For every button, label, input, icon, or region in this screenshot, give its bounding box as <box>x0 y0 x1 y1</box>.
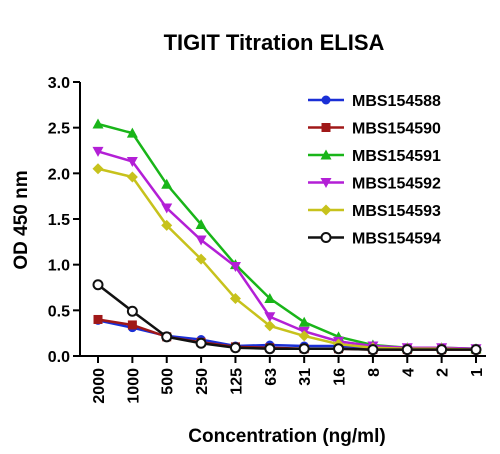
y-axis-label: OD 450 nm <box>11 170 32 269</box>
data-point <box>470 344 482 356</box>
legend-label: MBS154592 <box>352 176 441 193</box>
data-point <box>436 344 448 356</box>
legend-label: MBS154591 <box>352 148 441 165</box>
legend-item-MBS154590: MBS154590 <box>308 121 441 138</box>
data-point <box>93 314 103 324</box>
legend-item-MBS154592: MBS154592 <box>308 176 441 193</box>
y-tick-label: 2.0 <box>48 166 70 183</box>
data-point <box>229 342 241 354</box>
series-layer <box>92 118 482 356</box>
legend-item-MBS154593: MBS154593 <box>308 203 441 220</box>
legend-item-MBS154594: MBS154594 <box>308 231 441 248</box>
x-tick-label: 4 <box>400 368 417 377</box>
data-point <box>92 279 104 291</box>
axes <box>73 81 486 363</box>
data-point <box>298 343 310 355</box>
data-point <box>298 316 310 327</box>
x-tick-label: 31 <box>297 368 314 386</box>
x-tick-label: 2 <box>435 368 452 377</box>
data-point <box>127 320 137 330</box>
x-tick-label: 500 <box>160 368 177 395</box>
legend-marker <box>321 123 331 132</box>
x-tick-label: 2000 <box>91 368 108 404</box>
legend: MBS154588 MBS154590 MBS154591 MBS154592 MBS1… <box>308 93 441 248</box>
data-point <box>92 146 104 157</box>
y-tick-label: 1.0 <box>48 258 70 275</box>
data-point <box>298 330 310 342</box>
data-point <box>161 219 173 231</box>
data-point <box>401 344 413 356</box>
tick-labels: 0.0 0.5 1.0 1.5 2.0 2.5 3.0 2000 1000 500 250 125 63… <box>48 75 486 404</box>
legend-item-MBS154588: MBS154588 <box>308 93 441 110</box>
y-tick-label: 2.5 <box>48 121 70 138</box>
data-point <box>195 337 207 349</box>
x-tick-label: 125 <box>228 368 245 395</box>
data-point <box>92 118 104 129</box>
x-tick-label: 250 <box>194 368 211 395</box>
data-point <box>92 163 104 175</box>
legend-marker <box>320 232 332 243</box>
legend-label: MBS154590 <box>352 121 441 138</box>
legend-label: MBS154588 <box>352 93 441 110</box>
data-point <box>195 218 207 229</box>
data-point <box>195 253 207 265</box>
data-point <box>126 127 138 138</box>
y-tick-label: 0.0 <box>48 349 70 366</box>
series-line <box>97 283 476 351</box>
data-point <box>229 261 241 272</box>
series-MBS154594 <box>92 279 482 356</box>
y-tick-label: 1.5 <box>48 212 70 229</box>
data-point <box>126 156 138 167</box>
legend-marker <box>321 95 331 105</box>
data-point <box>264 343 276 355</box>
data-point <box>264 312 276 323</box>
legend-label: MBS154593 <box>352 203 441 220</box>
legend-item-MBS154591: MBS154591 <box>308 148 441 165</box>
legend-marker <box>320 204 332 216</box>
data-point <box>161 178 173 189</box>
x-axis-label: Concentration (ng/ml) <box>188 426 385 447</box>
x-tick-label: 8 <box>366 368 383 377</box>
data-point <box>161 203 173 214</box>
x-tick-label: 1 <box>469 368 486 377</box>
data-point <box>195 235 207 246</box>
data-point <box>264 320 276 332</box>
x-tick-label: 1000 <box>125 368 142 404</box>
legend-marker <box>320 178 332 188</box>
data-point <box>264 292 276 303</box>
y-tick-label: 0.5 <box>48 303 70 320</box>
x-tick-label: 16 <box>332 368 349 386</box>
series-line <box>97 167 477 351</box>
data-point <box>126 171 138 183</box>
data-point <box>161 331 173 343</box>
chart-title: TIGIT Titration ELISA <box>164 30 385 55</box>
data-point <box>126 305 138 317</box>
legend-marker <box>320 149 332 160</box>
data-point <box>333 343 345 355</box>
legend-label: MBS154594 <box>352 231 441 248</box>
y-tick-label: 3.0 <box>48 75 70 92</box>
data-point <box>367 344 379 356</box>
data-point <box>229 292 241 304</box>
x-tick-label: 63 <box>263 368 280 386</box>
